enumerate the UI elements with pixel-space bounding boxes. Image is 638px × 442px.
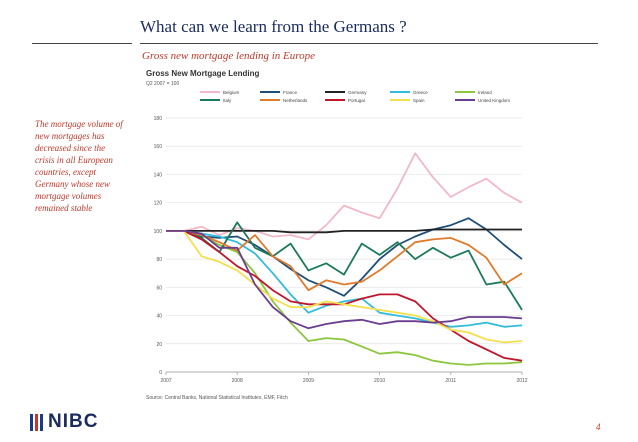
x-tick-label: 2008 — [232, 378, 243, 384]
title-rule-left — [32, 43, 132, 44]
x-tick-label: 2012 — [516, 378, 527, 384]
nibc-logo: NIBC — [30, 411, 98, 433]
logo-mark-icon — [30, 413, 43, 431]
legend-label: Greece — [413, 90, 428, 95]
legend-label: United Kingdom — [478, 98, 510, 103]
title-rule-right — [140, 43, 598, 44]
legend-label: Spain — [413, 98, 425, 103]
legend-label: Portugal — [348, 98, 365, 103]
legend-label: Germany — [348, 90, 367, 95]
chart-source: Source: Central Banks, National Statisti… — [146, 395, 288, 401]
chart-title: Gross New Mortgage Lending — [146, 69, 259, 78]
legend-label: Belgium — [223, 90, 240, 95]
x-tick-label: 2009 — [303, 378, 314, 384]
logo-text: NIBC — [48, 411, 99, 432]
y-tick-label: 120 — [154, 201, 163, 207]
y-tick-label: 100 — [154, 229, 163, 235]
legend-label: Ireland — [478, 90, 492, 95]
x-tick-label: 2011 — [445, 378, 456, 384]
series-lines — [166, 152, 523, 366]
y-tick-label: 0 — [159, 370, 162, 376]
y-tick-label: 20 — [156, 342, 162, 348]
y-tick-label: 40 — [156, 314, 162, 320]
x-tick-label: 2010 — [374, 378, 385, 384]
chart-axes: 2007 2008 2009 2010 2011 2012 — [160, 371, 528, 384]
chart-index-note: Q2 2007 = 100 — [146, 81, 179, 87]
legend-label: Italy — [223, 98, 232, 103]
series-line-netherlands — [166, 229, 523, 292]
series-line-italy — [166, 221, 523, 311]
series-line-greece — [166, 229, 523, 328]
legend-label: Netherlands — [283, 98, 308, 103]
chart-grid: 0 20 40 60 80 100 120 140 160 180 — [154, 116, 522, 376]
series-line-france — [166, 217, 523, 297]
series-line-spain — [166, 229, 523, 344]
page-number: 4 — [596, 422, 601, 432]
x-tick-label: 2007 — [160, 378, 171, 384]
slide-title: What can we learn from the Germans ? — [140, 17, 407, 36]
series-line-belgium — [166, 152, 523, 241]
chart-legend: Belgium France Germany Greece Ireland Italy Ne… — [200, 90, 510, 103]
y-tick-label: 160 — [154, 144, 163, 150]
chart-subtitle: Gross new mortgage lending in Europe — [142, 50, 316, 62]
mortgage-lending-chart: Gross New Mortgage Lending Q2 2007 = 100… — [146, 69, 528, 401]
y-tick-label: 60 — [156, 285, 162, 291]
y-tick-label: 140 — [154, 172, 163, 178]
legend-label: France — [283, 90, 298, 95]
series-line-united-kingdom — [166, 229, 523, 330]
y-tick-label: 80 — [156, 257, 162, 263]
y-tick-label: 180 — [154, 116, 163, 122]
series-line-germany — [166, 228, 522, 234]
side-note: The mortgage volume of new mortgages has… — [35, 119, 123, 213]
